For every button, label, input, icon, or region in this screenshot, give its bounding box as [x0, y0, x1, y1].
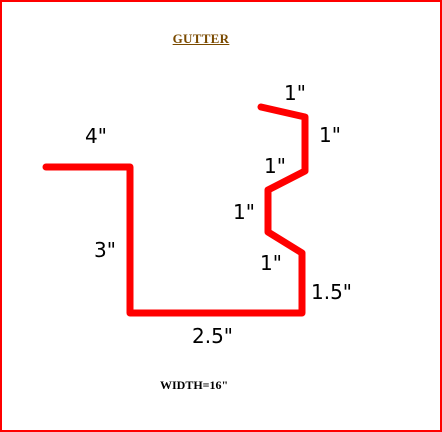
width-note: WIDTH=16"	[160, 378, 229, 392]
label-front-lower: 1.5"	[311, 280, 353, 304]
label-lower-bend: 1"	[260, 251, 282, 275]
label-back-height: 3"	[94, 238, 116, 262]
gutter-profile-line	[42, 103, 309, 317]
diagram-title: GUTTER	[172, 31, 230, 46]
label-top-flange: 4"	[85, 124, 107, 148]
label-upper-bend: 1"	[264, 154, 286, 178]
label-front-upper: 1"	[319, 123, 341, 147]
label-notch: 1"	[233, 200, 255, 224]
label-hem: 1"	[284, 81, 306, 105]
label-bottom-width: 2.5"	[192, 324, 234, 348]
